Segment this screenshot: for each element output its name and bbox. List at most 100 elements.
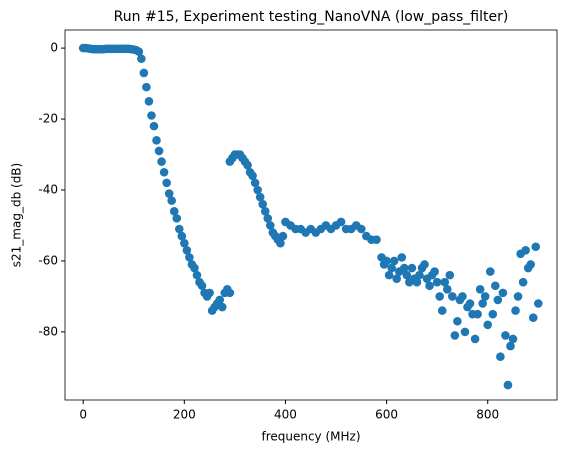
point [336,217,346,227]
point [167,196,176,205]
point [389,256,399,266]
point [384,270,394,280]
point [139,68,149,78]
chart-title: Run #15, Experiment testing_NanoVNA (low… [114,9,509,25]
point [498,288,508,298]
point [372,235,381,244]
point [276,238,285,248]
point [503,380,513,390]
y-tick-label: -80 [38,324,58,338]
point [180,238,189,248]
point [470,334,480,344]
point [480,292,490,301]
point [450,331,460,340]
point [501,331,510,340]
point [205,288,214,298]
point [513,292,523,301]
point [162,178,171,188]
point [134,47,144,56]
point [190,263,199,273]
point [253,185,262,195]
y-axis-label: s21_mag_db (dB) [10,163,24,267]
point [448,292,457,301]
point [526,260,536,269]
point [154,146,164,156]
point [521,245,530,255]
plot-frame [64,29,558,401]
y-tick-label: -20 [38,112,58,126]
point [172,214,182,223]
point [432,277,442,287]
x-tick-label: 200 [173,408,196,422]
point [142,82,151,92]
point [255,192,265,202]
point [528,313,538,322]
point [397,253,407,262]
point [192,270,202,280]
point [478,299,487,308]
point [533,299,543,308]
point [435,292,444,301]
point [177,231,187,241]
point [506,341,515,351]
x-tick-label: 0 [79,408,87,422]
point [445,270,455,280]
point [437,306,447,315]
point [263,214,273,223]
point [217,302,227,312]
point [488,309,498,319]
point [440,277,450,287]
point [164,189,174,198]
point [493,295,503,305]
point [420,260,429,269]
point [415,270,424,280]
point [149,121,159,131]
point [144,97,154,106]
point [399,263,409,273]
x-tick-label: 600 [375,408,398,422]
point [453,316,462,326]
point [485,267,495,276]
point [508,334,518,344]
point [458,292,467,301]
point [442,285,452,294]
point [152,136,161,145]
point [159,167,169,177]
point [387,263,396,273]
point [465,299,475,308]
point [137,54,146,64]
point [174,224,184,234]
point [357,224,366,234]
point [225,288,235,298]
point [265,221,275,230]
point [169,206,179,216]
point [425,281,434,291]
point [250,178,260,188]
point [182,245,192,255]
point [430,267,439,276]
point [185,253,194,262]
y-tick-label: 0 [50,41,58,55]
point [483,320,493,330]
point [460,327,470,337]
point [260,206,270,216]
point [258,199,268,209]
point [412,277,422,287]
point [475,285,485,294]
point [215,295,225,305]
x-tick-label: 400 [274,408,297,422]
point [407,263,417,273]
point [491,281,500,291]
point [392,274,402,283]
x-axis-label: frequency (MHz) [261,430,360,444]
point [531,242,541,252]
y-tick-label: -40 [38,182,58,196]
point [496,352,505,362]
point [473,309,482,319]
point [243,160,252,170]
point [511,306,520,315]
point [402,270,412,280]
point [248,171,257,181]
x-tick-label: 800 [476,408,499,422]
point [278,231,288,241]
